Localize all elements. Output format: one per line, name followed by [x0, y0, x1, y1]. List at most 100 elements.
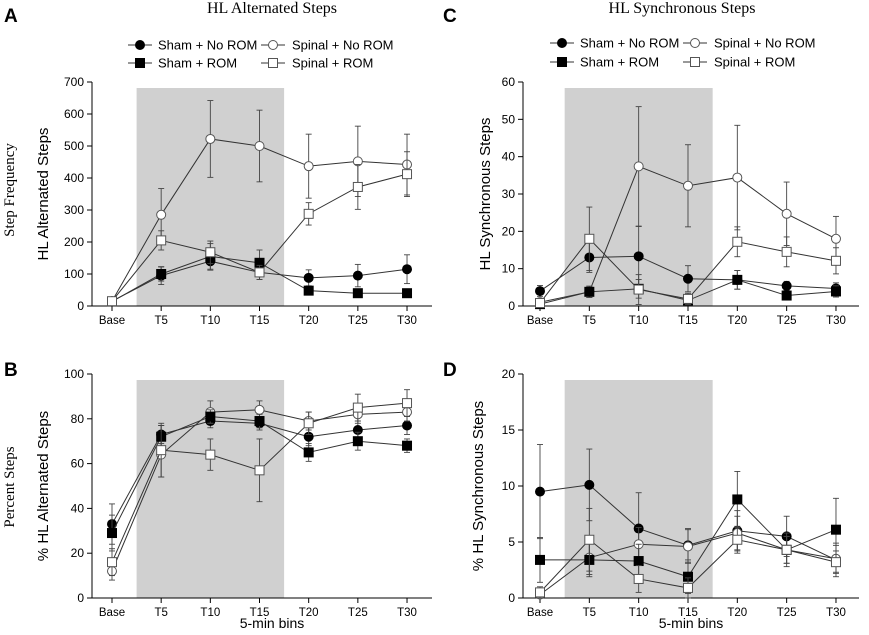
data-point: [254, 267, 265, 278]
x-tick-label: T25: [777, 607, 797, 619]
data-point: [107, 557, 117, 568]
column-title-right: HL Synchronous Steps: [609, 0, 756, 17]
x-tick-label: T15: [250, 607, 270, 619]
data-point: [781, 290, 792, 301]
legend-c-spinal-no-rom: Spinal + No ROM: [683, 36, 816, 51]
legend-marker-filled-circle: [135, 40, 145, 50]
legend-label: Sham + ROM: [158, 56, 237, 71]
data-point: [633, 573, 644, 584]
legend-marker-open-circle: [268, 40, 278, 50]
legend-label: Spinal + ROM: [714, 55, 795, 70]
y-tick-label: 20: [502, 224, 516, 238]
data-point: [352, 436, 363, 447]
legend-marker-open-circle: [690, 38, 700, 48]
data-point: [682, 180, 693, 191]
x-tick-label: Base: [527, 315, 553, 327]
data-point: [732, 274, 743, 285]
y-tick-label: 60: [71, 457, 85, 471]
legend-c-spinal-rom: Spinal + ROM: [683, 55, 795, 70]
legend-label: Sham + ROM: [580, 55, 659, 70]
data-point: [781, 544, 792, 555]
x-tick-label: T25: [348, 607, 368, 619]
legend-c-sham-no-rom: Sham + No ROM: [550, 36, 679, 51]
x-tick-label: T5: [154, 607, 167, 619]
legend-label: Sham + No ROM: [158, 38, 257, 53]
panel-letter-c: C: [443, 6, 457, 27]
data-point: [682, 273, 693, 284]
legend-c: Sham + No ROM Spinal + No ROM Sham + ROM…: [550, 36, 816, 70]
legend-marker-open-square: [690, 57, 700, 67]
x-tick-label: T5: [154, 315, 167, 327]
y-tick-label: 300: [64, 203, 84, 217]
column-title-left: HL Alternated Steps: [207, 0, 337, 17]
data-point: [535, 587, 545, 598]
chart-panel-b: 0 20 40 60 80 100 Base T5 T10 T15 T20 T25 T30 % HL Al…: [35, 367, 432, 619]
data-point: [633, 556, 644, 567]
panel-letter-b: B: [4, 360, 18, 381]
y-tick-label: 200: [64, 235, 84, 249]
data-point: [535, 298, 545, 309]
legend-label: Spinal + No ROM: [292, 38, 394, 53]
x-tick-label: T10: [200, 315, 220, 327]
legend-marker-open-square: [268, 58, 278, 68]
data-point: [402, 440, 413, 451]
y-tick-label: 50: [502, 112, 516, 126]
y-tick-label: 40: [502, 150, 516, 164]
data-point: [584, 479, 595, 490]
legend-a-sham-no-rom: Sham + No ROM: [128, 38, 257, 53]
data-point: [205, 411, 216, 422]
x-axis-title-b: 5-min bins: [240, 615, 305, 631]
data-point: [303, 272, 314, 283]
y-tick-label: 100: [64, 267, 84, 281]
data-point: [156, 269, 167, 279]
data-point: [402, 420, 413, 431]
row-label-percent-steps: Percent Steps: [2, 446, 18, 527]
y-tick-label: 40: [71, 501, 85, 515]
data-point: [633, 161, 644, 172]
data-point: [254, 465, 265, 476]
data-point: [633, 284, 644, 295]
data-point: [156, 235, 167, 246]
x-tick-label: T25: [348, 315, 368, 327]
data-point: [682, 293, 693, 304]
data-point: [254, 141, 265, 151]
legend-label: Spinal + ROM: [292, 56, 373, 71]
legend-a-spinal-rom: Spinal + ROM: [261, 56, 373, 71]
legend-marker-filled-square: [557, 57, 567, 67]
x-tick-label: T20: [727, 315, 747, 327]
y-tick-label: 0: [77, 591, 84, 605]
data-point: [205, 133, 216, 144]
x-tick-label: T30: [826, 607, 846, 619]
y-tick-label: 60: [502, 75, 516, 89]
data-point: [254, 416, 265, 427]
x-tick-label: Base: [527, 607, 553, 619]
data-point: [830, 557, 841, 568]
x-tick-label: T20: [299, 315, 319, 327]
panel-letter-a: A: [4, 6, 18, 27]
panel-letter-d: D: [443, 360, 457, 381]
data-point: [732, 534, 743, 545]
y-tick-label: 20: [71, 546, 85, 560]
data-point: [584, 286, 595, 297]
data-point: [303, 447, 314, 458]
data-point: [205, 247, 216, 258]
x-tick-label: T15: [678, 315, 698, 327]
data-point: [303, 285, 314, 296]
data-point: [633, 251, 644, 262]
data-point: [352, 288, 363, 299]
chart-panel-d: 0 5 10 15 20 Base T5 T10 T15 T20 T25 T30 % HL Synchr…: [470, 367, 859, 619]
x-tick-label: Base: [99, 607, 125, 619]
data-point: [584, 233, 595, 244]
series-spinal-rom: [107, 389, 413, 577]
legend-c-sham-rom: Sham + ROM: [550, 55, 659, 70]
x-tick-label: T30: [826, 315, 846, 327]
x-tick-label: T10: [200, 607, 220, 619]
data-point: [303, 418, 314, 429]
legend-a: Sham + No ROM Spinal + No ROM Sham + ROM…: [128, 38, 394, 71]
legend-a-sham-rom: Sham + ROM: [128, 56, 237, 71]
y-tick-label: 700: [64, 75, 84, 89]
y-axis-title: HL Synchronous Steps: [477, 118, 494, 271]
legend-label: Sham + No ROM: [580, 36, 679, 51]
x-tick-label: T10: [629, 315, 649, 327]
